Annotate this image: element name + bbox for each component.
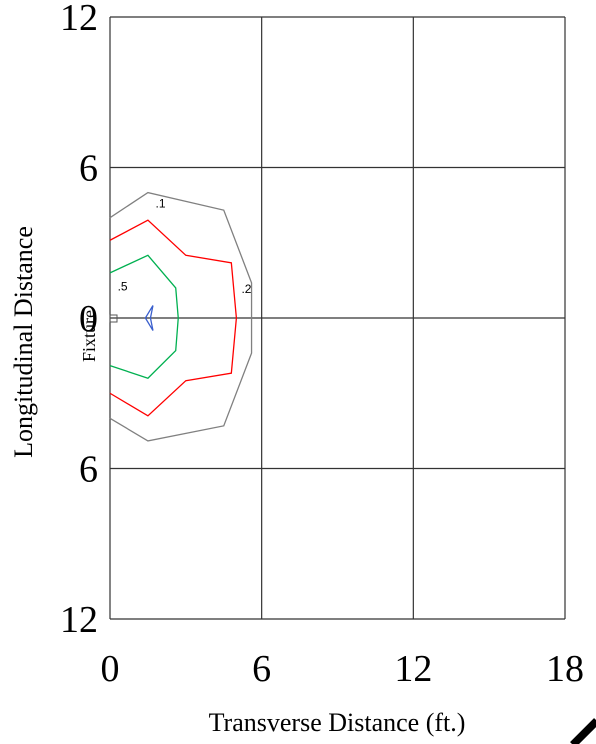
y-axis-title: Longitudinal Distance: [9, 226, 38, 458]
y-axis-ticks: 12 6 0 6 12: [60, 0, 98, 641]
y-tick-label: 0: [79, 298, 98, 340]
contour-line: [109, 254, 179, 379]
x-axis-title: Transverse Distance (ft.): [209, 708, 466, 737]
contour-label: .1: [156, 197, 166, 211]
y-tick-label: 12: [60, 599, 98, 641]
fixture-label: Fixture: [79, 310, 99, 362]
corner-decoration: [564, 712, 596, 744]
contour-line: [109, 219, 238, 417]
contour-lines: [109, 191, 253, 442]
contour-labels: .1 .2 .5: [118, 197, 252, 296]
x-tick-label: 12: [394, 648, 432, 690]
contour-line: [144, 305, 154, 331]
grid: [109, 16, 566, 620]
x-axis-ticks: 0 6 12 18: [101, 648, 585, 690]
y-tick-label: 6: [79, 449, 98, 491]
x-tick-label: 18: [546, 648, 584, 690]
y-tick-label: 6: [79, 148, 98, 190]
fixture-marker: [109, 314, 118, 323]
contour-line: [109, 191, 253, 442]
contour-label: .2: [241, 282, 251, 296]
y-tick-label: 12: [60, 0, 98, 39]
x-tick-label: 0: [101, 648, 120, 690]
contour-label: .5: [118, 279, 128, 293]
x-tick-label: 6: [252, 648, 271, 690]
